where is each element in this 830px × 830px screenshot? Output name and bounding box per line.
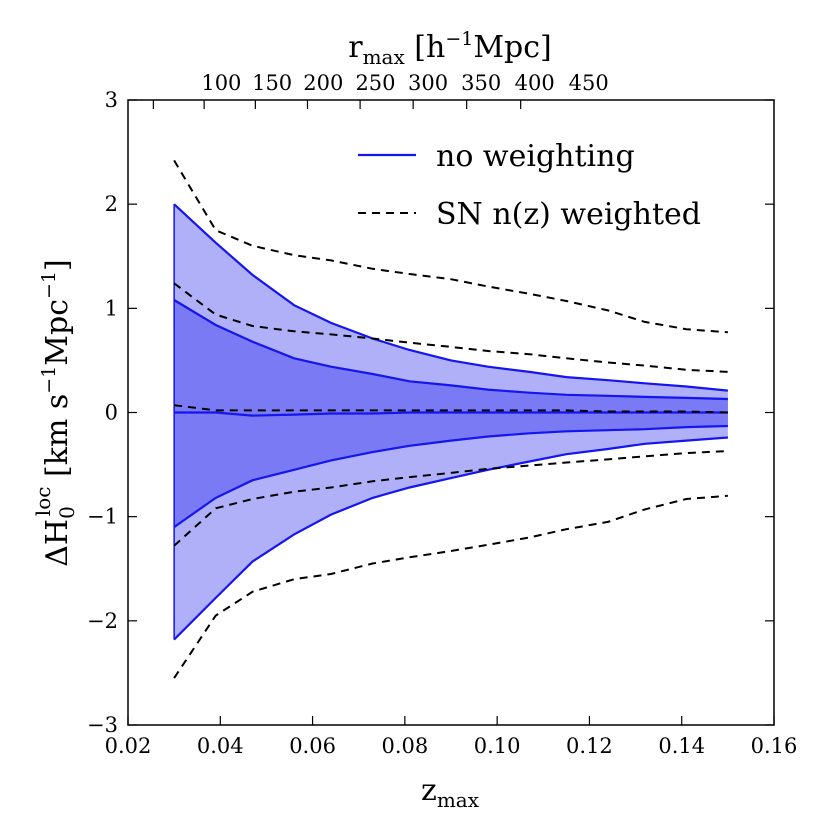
y-tick-label: −1 — [87, 505, 118, 529]
y-axis-title: ΔH0loc [km s−1Mpc−1] — [31, 259, 79, 567]
top-tick-label: 350 — [461, 71, 501, 95]
top-tick-label: 300 — [408, 71, 448, 95]
band-layer — [174, 204, 728, 640]
x-tick-label: 0.16 — [751, 734, 798, 758]
y-tick-label: 2 — [105, 192, 118, 216]
x-tick-label: 0.14 — [658, 734, 705, 758]
legend-label-no-weighting: no weighting — [436, 139, 635, 174]
top-tick-label: 200 — [303, 71, 343, 95]
line-sn-weighted-inner-lower — [173, 450, 728, 547]
x-axis-title: zmax — [421, 773, 480, 812]
y-tick-label: 0 — [105, 401, 118, 425]
line-sn-weighted-outer-lower — [173, 494, 728, 679]
x-tick-label: 0.12 — [566, 734, 613, 758]
top-tick-label: 250 — [355, 71, 395, 95]
legend: no weighting SN n(z) weighted — [358, 139, 701, 232]
top-axis-title: rmax [h−1Mpc] — [348, 28, 552, 69]
line-sn-weighted-inner-upper — [173, 282, 728, 373]
y-tick-label: 1 — [105, 296, 118, 320]
x-tick-label: 0.06 — [289, 734, 336, 758]
y-tick-label: −3 — [87, 713, 118, 737]
line-no-weighting-outer-upper — [173, 203, 729, 392]
top-tick-label: 150 — [252, 71, 292, 95]
x-tick-label: 0.08 — [381, 734, 428, 758]
x-tick-label: 0.04 — [197, 734, 244, 758]
line-no-weighting-inner-lower — [173, 424, 728, 529]
line-no-weighting-inner-upper — [173, 299, 728, 401]
y-tick-label: 3 — [105, 88, 118, 112]
line-no-weighting-outer-lower — [173, 436, 728, 641]
top-tick-label: 100 — [201, 71, 241, 95]
x-tick-label: 0.02 — [105, 734, 152, 758]
x-tick-label: 0.10 — [474, 734, 521, 758]
line-no-weighting-median — [174, 411, 728, 417]
line-sn-weighted-outer-upper — [173, 159, 728, 334]
y-tick-label: −2 — [87, 609, 118, 633]
line-layer — [173, 159, 729, 679]
legend-label-sn-weighted: SN n(z) weighted — [436, 197, 701, 232]
top-tick-label: 400 — [515, 71, 555, 95]
top-tick-label: 450 — [569, 71, 609, 95]
